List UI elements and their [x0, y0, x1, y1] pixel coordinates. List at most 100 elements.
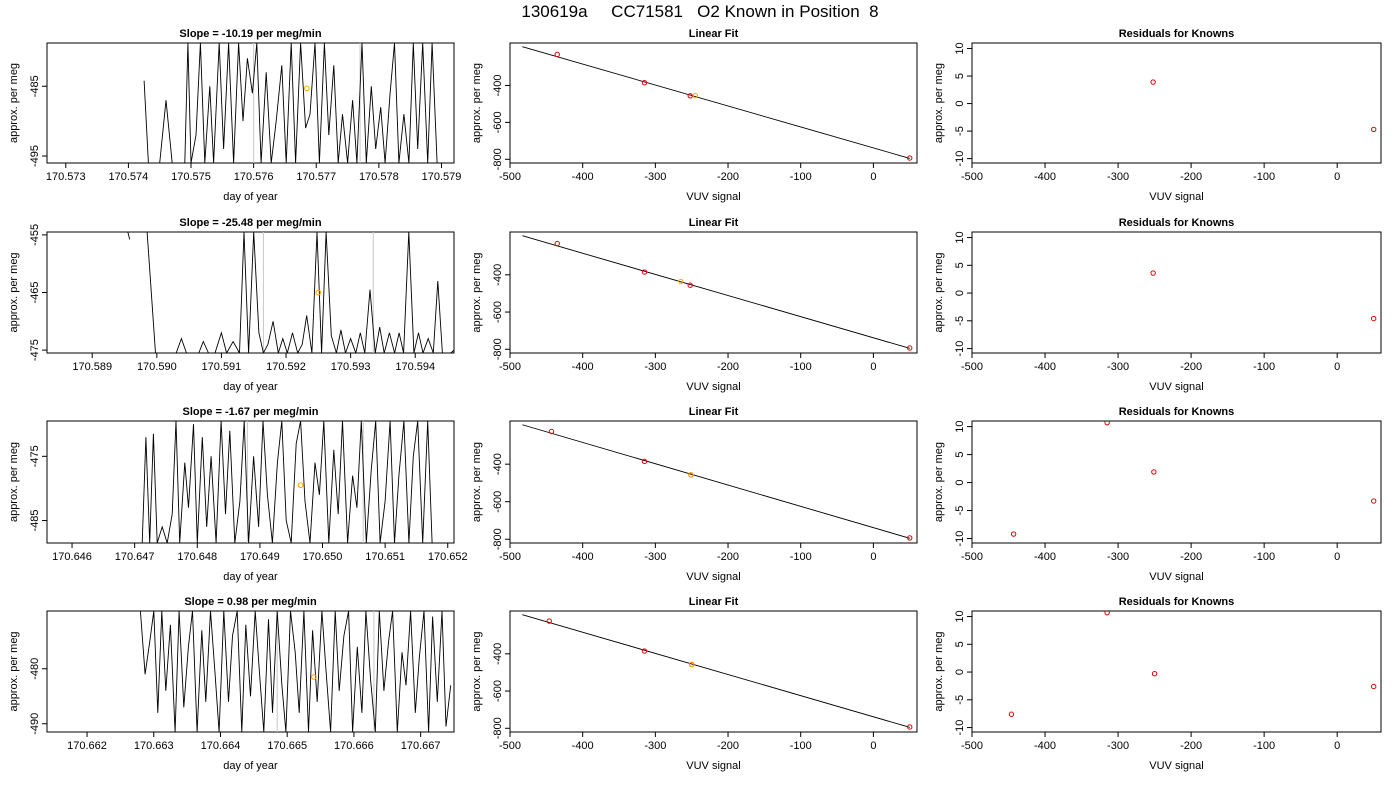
- y-tick-label: 10: [954, 42, 966, 54]
- plot-area: [1150, 270, 1377, 322]
- x-tick-label: -500: [499, 171, 521, 183]
- plot-area: [127, 232, 454, 353]
- average-marker: [297, 482, 304, 489]
- x-tick-label: -100: [790, 740, 812, 752]
- unknown-point: [692, 92, 699, 99]
- residual-point: [1150, 270, 1156, 276]
- x-tick-label: -200: [1180, 171, 1202, 183]
- x-tick-label: -400: [1034, 171, 1056, 183]
- known-point: [907, 345, 913, 351]
- x-tick-label: -300: [1107, 551, 1129, 563]
- y-tick-label: 5: [954, 262, 966, 268]
- panel-title: Linear Fit: [689, 28, 739, 40]
- x-tick-label: -200: [1180, 740, 1202, 752]
- y-tick-label: -480: [29, 658, 41, 680]
- panel-1-0: Slope = -25.48 per meg/min 170.589 170.590…: [8, 217, 455, 393]
- residual-point: [1370, 683, 1377, 690]
- panel-title: Residuals for Knowns: [1119, 28, 1235, 40]
- x-tick-label: -200: [1180, 551, 1202, 563]
- x-tick-label: 170.592: [266, 361, 306, 373]
- y-tick-label: 5: [954, 73, 966, 79]
- y-tick-label: 0: [954, 290, 966, 296]
- x-tick-label: 0: [1334, 171, 1340, 183]
- average-marker: [311, 674, 317, 680]
- y-tick-label: 5: [954, 641, 966, 647]
- x-tick-label: -400: [572, 740, 594, 752]
- signal-trace: [450, 349, 454, 353]
- signal-trace: [143, 80, 154, 163]
- plot-frame: [971, 42, 1382, 164]
- average-marker: [315, 289, 322, 296]
- panel-title: Linear Fit: [689, 596, 739, 608]
- x-tick-label: 170.646: [52, 551, 92, 563]
- x-tick-label: 0: [1334, 551, 1340, 563]
- y-axis-label: approx. per meg: [8, 442, 20, 522]
- y-tick-label: -485: [29, 510, 41, 532]
- y-axis-label: approx. per meg: [933, 63, 945, 143]
- panel-title: Slope = -1.67 per meg/min: [182, 406, 318, 418]
- y-tick-label: -800: [492, 528, 504, 550]
- y-tick-label: -10: [954, 341, 966, 357]
- residual-point: [1008, 711, 1015, 717]
- y-axis-label: approx. per meg: [471, 63, 483, 143]
- plot-area: [522, 46, 913, 161]
- x-tick-label: -100: [1253, 551, 1275, 563]
- plot-area: [143, 43, 438, 163]
- y-tick-label: -600: [492, 491, 504, 513]
- x-tick-label: 0: [1334, 740, 1340, 752]
- x-tick-label: 170.652: [428, 551, 468, 563]
- x-tick-label: -200: [717, 171, 739, 183]
- x-tick-label: 170.667: [401, 740, 441, 752]
- plot-area: [1010, 421, 1377, 537]
- y-axis-label: approx. per meg: [8, 252, 20, 332]
- known-point: [641, 458, 648, 465]
- y-tick-label: -600: [492, 111, 504, 133]
- y-tick-label: -400: [492, 453, 504, 475]
- y-axis-label: approx. per meg: [933, 252, 945, 332]
- plot-area: [137, 421, 433, 543]
- x-tick-label: -400: [1034, 740, 1056, 752]
- panel-2-1: Linear Fit -500 -400 -300 -200 -100 0 VUV signa…: [471, 406, 918, 583]
- x-axis-label: day of year: [223, 760, 278, 772]
- x-tick-label: 170.575: [171, 171, 211, 183]
- known-point: [907, 155, 913, 161]
- y-tick-label: -10: [954, 720, 966, 736]
- y-axis-label: approx. per meg: [8, 63, 20, 143]
- average-marker: [304, 85, 310, 92]
- x-tick-label: 170.648: [177, 551, 217, 563]
- x-tick-label: -500: [499, 361, 521, 373]
- x-tick-label: 170.663: [134, 740, 174, 752]
- x-axis-label: VUV signal: [1149, 571, 1203, 583]
- plot-area: [522, 424, 913, 541]
- plot-area: [1150, 79, 1377, 133]
- x-tick-label: -100: [790, 171, 812, 183]
- x-axis-label: VUV signal: [1149, 760, 1203, 772]
- plot-frame: [46, 231, 455, 354]
- known-point: [548, 428, 555, 435]
- x-tick-label: 170.577: [296, 171, 336, 183]
- x-tick-label: -400: [572, 171, 594, 183]
- x-axis-label: VUV signal: [686, 381, 740, 393]
- panel-title: Residuals for Knowns: [1119, 406, 1235, 418]
- x-axis-label: day of year: [223, 191, 278, 203]
- x-tick-label: 170.666: [334, 740, 374, 752]
- known-point: [687, 282, 693, 288]
- x-tick-label: 170.579: [422, 171, 462, 183]
- y-tick-label: -5: [954, 316, 966, 326]
- panel-3-0: Slope = 0.98 per meg/min 170.662 170.663 17…: [8, 596, 455, 772]
- x-tick-label: -200: [717, 740, 739, 752]
- x-tick-label: -300: [1107, 171, 1129, 183]
- y-tick-label: -5: [954, 695, 966, 705]
- plot-area: [522, 614, 913, 730]
- known-point: [641, 269, 648, 275]
- x-tick-label: 170.651: [365, 551, 405, 563]
- panel-2-2: Residuals for Knowns-500 -400 -300 -200 -100…: [933, 406, 1382, 583]
- y-tick-label: -10: [954, 531, 966, 547]
- plot-frame: [971, 231, 1382, 354]
- residual-point: [1151, 671, 1158, 677]
- y-tick-label: -10: [954, 151, 966, 167]
- unknown-point: [688, 661, 695, 668]
- x-tick-label: -300: [644, 740, 666, 752]
- x-tick-label: 170.593: [331, 361, 371, 373]
- y-tick-label: -800: [492, 338, 504, 360]
